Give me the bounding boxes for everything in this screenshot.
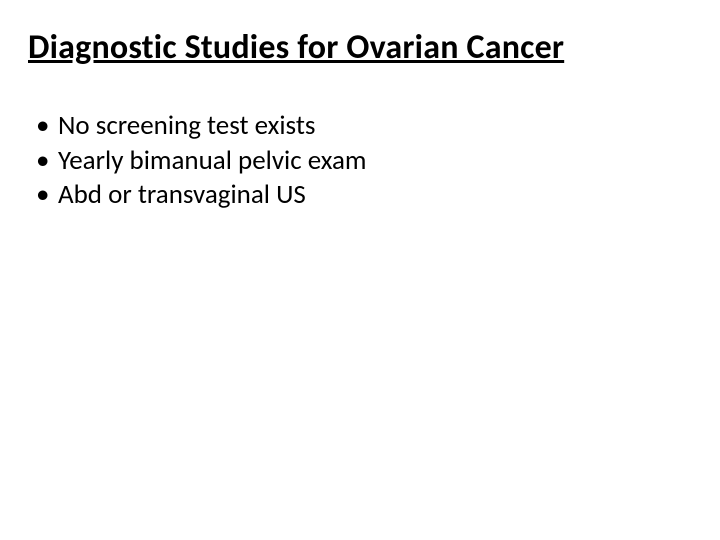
bullet-item: Abd or transvaginal US [34, 178, 692, 213]
slide-container: Diagnostic Studies for Ovarian Cancer No… [0, 0, 720, 540]
bullet-list: No screening test exists Yearly bimanual… [28, 109, 692, 213]
slide-title: Diagnostic Studies for Ovarian Cancer [28, 28, 692, 67]
bullet-item: No screening test exists [34, 109, 692, 144]
bullet-item: Yearly bimanual pelvic exam [34, 144, 692, 179]
